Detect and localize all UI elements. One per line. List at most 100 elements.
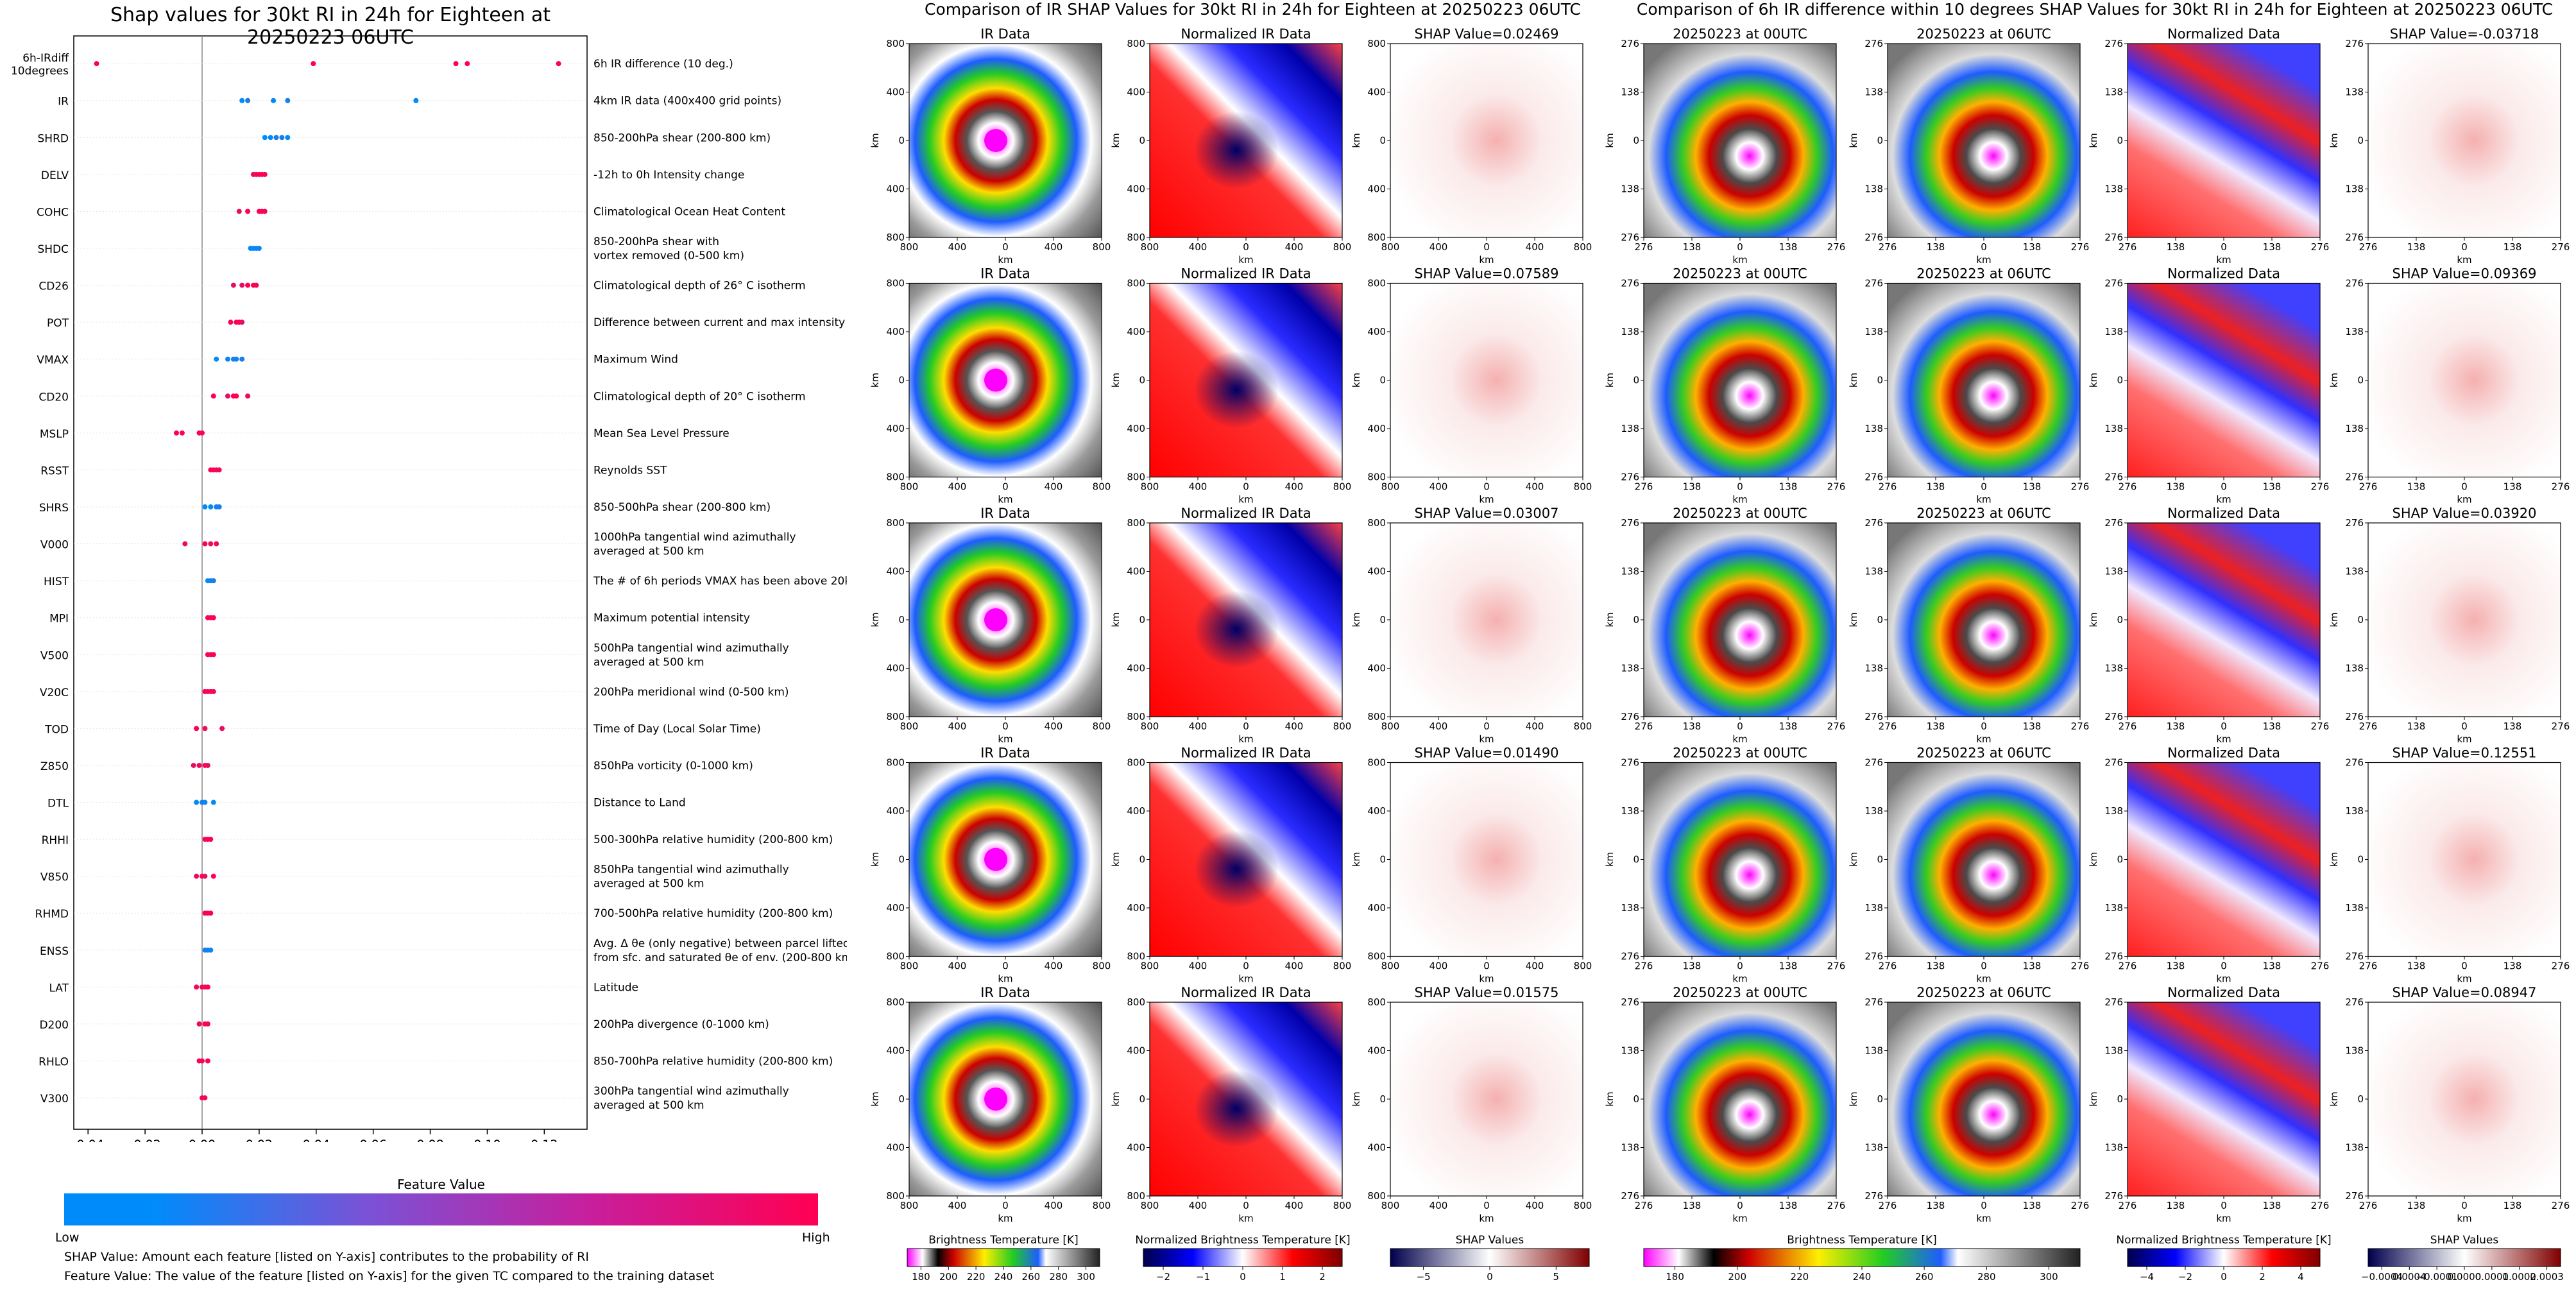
y-tick-label: 138 (1621, 1045, 1639, 1057)
feature-description-label: from sfc. and saturated θe of env. (200-… (593, 952, 847, 964)
x-tick-label: 800 (900, 721, 919, 732)
y-tick-label: 0 (1633, 854, 1639, 866)
subplot-title: SHAP Value=0.12551 (2393, 746, 2537, 761)
x-tick-label: 0 (1002, 1200, 1009, 1211)
feature-description-label: 6h IR difference (10 deg.) (593, 58, 733, 71)
x-tick-label: 276 (2311, 241, 2330, 253)
feature-description-label: 4km IR data (400x400 grid points) (593, 95, 781, 108)
shap-point (245, 282, 251, 288)
x-axis-label: km (2216, 733, 2231, 745)
x-tick-label: 276 (1879, 1200, 1897, 1211)
x-tick-label: 0 (2461, 960, 2468, 972)
x-tick-label: 138 (2167, 481, 2185, 493)
feature-description-label: Avg. Δ θe (only negative) between parcel… (593, 937, 847, 950)
x-tick-label: 400 (1526, 1200, 1544, 1211)
feature-description-label: 850hPa vorticity (0-1000 km) (593, 760, 753, 773)
subplot-title: IR Data (980, 266, 1030, 282)
y-tick-label: 276 (2345, 472, 2364, 483)
x-tick-label: 0.00 (189, 1138, 216, 1142)
x-tick-label: 138 (1779, 481, 1798, 493)
feature-code-label: CD26 (38, 280, 69, 293)
y-tick-label: 138 (1621, 805, 1639, 817)
y-tick-label: 276 (2104, 757, 2123, 769)
feature-description-label: Latitude (593, 981, 638, 994)
feature-code-label: V300 (40, 1093, 69, 1105)
y-tick-label: 276 (2345, 711, 2364, 722)
y-tick-label: 0 (1379, 854, 1386, 866)
y-tick-label: 138 (1864, 423, 1883, 434)
subplot-title: 20250223 at 06UTC (1916, 266, 2051, 282)
shap-point (210, 615, 216, 620)
x-tick-label: 800 (900, 481, 919, 493)
subplot-title: Normalized IR Data (1181, 985, 1311, 1000)
subplot-title: SHAP Value=0.03920 (2393, 506, 2537, 521)
colorbar (2367, 1248, 2561, 1267)
shap-point (205, 762, 210, 768)
shap-point (202, 873, 208, 879)
shap-point (202, 504, 208, 509)
y-tick-label: 0 (1379, 135, 1386, 146)
y-tick-label: 276 (1621, 472, 1639, 483)
y-tick-label: 0 (1139, 1093, 1145, 1105)
feature-description-label: -12h to 0h Intensity change (593, 169, 744, 182)
subplot-image (1888, 523, 2080, 717)
storm-eye-marker (984, 1088, 1007, 1111)
x-axis-label: km (2457, 494, 2471, 506)
x-tick-label: 400 (948, 960, 967, 972)
colorbar-label: SHAP Values (1456, 1234, 1524, 1247)
subplot-image (2128, 283, 2320, 477)
feature-code-label: RSST (40, 465, 69, 477)
y-tick-label: 276 (2345, 278, 2364, 289)
y-tick-label: 138 (1621, 1142, 1639, 1154)
x-tick-label: 0.10 (473, 1138, 500, 1142)
y-tick-label: 276 (2345, 996, 2364, 1008)
y-axis-label: km (1110, 852, 1122, 867)
x-tick-label: 276 (2071, 721, 2090, 732)
x-tick-label: 276 (1879, 241, 1897, 253)
x-axis-label: km (998, 254, 1012, 266)
feature-description-label: 200hPa meridional wind (0-500 km) (593, 686, 789, 699)
x-tick-label: 800 (1574, 481, 1592, 493)
shap-point (208, 910, 214, 916)
x-tick-label: 800 (1574, 721, 1592, 732)
y-tick-label: 138 (2345, 87, 2364, 98)
colorbar (907, 1248, 1100, 1267)
shap-point (236, 209, 242, 214)
subplot-image (1390, 44, 1583, 237)
feature-code-label: SHRD (38, 132, 69, 145)
subplot-image (1644, 762, 1836, 957)
x-tick-label: 138 (1927, 241, 1945, 253)
y-axis-label: km (1351, 133, 1362, 148)
x-tick-label: 800 (1381, 960, 1400, 972)
y-tick-label: 276 (1864, 1190, 1883, 1202)
x-tick-label: 276 (1879, 721, 1897, 732)
y-axis-label: km (1848, 1091, 1859, 1106)
y-tick-label: 800 (1127, 951, 1145, 962)
y-tick-label: 276 (1864, 951, 1883, 962)
feature-description-label: 850-500hPa shear (200-800 km) (593, 501, 771, 514)
x-tick-label: 138 (1683, 721, 1702, 732)
feature-code-label: V500 (40, 649, 69, 662)
x-tick-label: 0 (1737, 721, 1743, 732)
y-tick-label: 800 (1127, 1190, 1145, 1202)
y-tick-label: 276 (1864, 232, 1883, 243)
x-tick-label: 400 (1285, 960, 1304, 972)
y-tick-label: 276 (1864, 996, 1883, 1008)
subplot-title: IR Data (980, 26, 1030, 42)
feature-description-label: averaged at 500 km (593, 878, 704, 891)
y-tick-label: 800 (886, 1190, 905, 1202)
x-tick-label: 400 (1045, 1200, 1063, 1211)
y-tick-label: 0 (898, 614, 905, 626)
shap-point (94, 61, 99, 67)
feature-code-label: 6h-IRdiff (22, 52, 69, 65)
y-tick-label: 276 (1621, 517, 1639, 529)
subplot-title: 20250223 at 00UTC (1673, 746, 1807, 761)
x-tick-label: 138 (2263, 481, 2282, 493)
x-tick-label: 0.04 (303, 1138, 330, 1142)
y-tick-label: 138 (1621, 902, 1639, 914)
y-tick-label: 0 (1633, 1093, 1639, 1105)
y-axis-label: km (2088, 1091, 2099, 1106)
colorbar-tick-label: 220 (967, 1271, 985, 1283)
feature-code-label: V000 (40, 539, 69, 552)
y-axis-label: km (1351, 373, 1362, 388)
